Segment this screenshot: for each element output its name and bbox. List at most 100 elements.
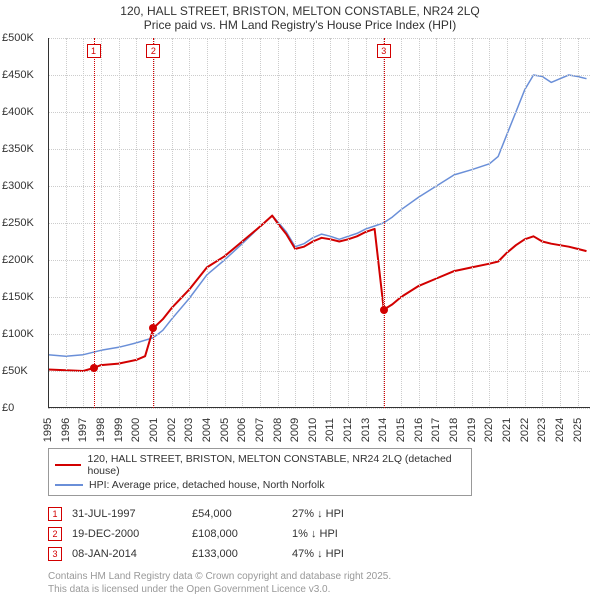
gridline-h — [48, 112, 590, 113]
gridline-v — [136, 38, 137, 408]
y-axis-label: £400K — [2, 106, 34, 118]
x-axis-label: 2002 — [166, 418, 178, 442]
transaction-row: 131-JUL-1997£54,00027% ↓ HPI — [48, 504, 600, 524]
x-axis-label: 2008 — [272, 418, 284, 442]
x-axis-label: 1996 — [60, 418, 72, 442]
x-axis-label: 2003 — [183, 418, 195, 442]
gridline-h — [48, 186, 590, 187]
gridline-h — [48, 371, 590, 372]
footer: Contains HM Land Registry data © Crown c… — [48, 570, 600, 596]
gridline-v — [207, 38, 208, 408]
gridline-v — [348, 38, 349, 408]
transaction-id-box: 3 — [48, 547, 62, 561]
x-axis-label: 2006 — [236, 418, 248, 442]
transaction-marker-line — [384, 38, 385, 408]
x-axis-label: 2000 — [130, 418, 142, 442]
x-axis-label: 2005 — [219, 418, 231, 442]
title-line2: Price paid vs. HM Land Registry's House … — [0, 18, 600, 32]
legend-label: 120, HALL STREET, BRISTON, MELTON CONSTA… — [87, 453, 465, 477]
gridline-h — [48, 75, 590, 76]
gridline-h — [48, 38, 590, 39]
chart-area: £0£50K£100K£150K£200K£250K£300K£350K£400… — [48, 38, 590, 408]
gridline-v — [436, 38, 437, 408]
gridline-v — [330, 38, 331, 408]
gridline-v — [295, 38, 296, 408]
gridline-v — [401, 38, 402, 408]
x-axis-label: 2015 — [395, 418, 407, 442]
gridline-v — [313, 38, 314, 408]
y-axis-label: £0 — [2, 402, 14, 414]
transaction-marker-dot — [380, 306, 388, 314]
transaction-delta: 27% ↓ HPI — [292, 508, 382, 520]
x-axis-label: 2018 — [448, 418, 460, 442]
x-axis-label: 2017 — [430, 418, 442, 442]
legend: 120, HALL STREET, BRISTON, MELTON CONSTA… — [48, 448, 472, 496]
x-axis-label: 2021 — [501, 418, 513, 442]
transaction-price: £54,000 — [192, 508, 282, 520]
transaction-price: £108,000 — [192, 528, 282, 540]
gridline-v — [507, 38, 508, 408]
transaction-id-box: 1 — [48, 507, 62, 521]
price-paid-line — [48, 216, 587, 371]
x-axis-label: 2014 — [377, 418, 389, 442]
titles: 120, HALL STREET, BRISTON, MELTON CONSTA… — [0, 0, 600, 32]
gridline-v — [472, 38, 473, 408]
y-axis-label: £100K — [2, 328, 34, 340]
title-line1: 120, HALL STREET, BRISTON, MELTON CONSTA… — [0, 4, 600, 18]
gridline-v — [225, 38, 226, 408]
gridline-v — [260, 38, 261, 408]
gridline-v — [366, 38, 367, 408]
legend-swatch — [55, 464, 81, 466]
x-axis-label: 2016 — [413, 418, 425, 442]
footer-line1: Contains HM Land Registry data © Crown c… — [48, 570, 600, 583]
gridline-v — [278, 38, 279, 408]
y-axis-label: £50K — [2, 365, 28, 377]
gridline-v — [172, 38, 173, 408]
legend-swatch — [55, 484, 83, 486]
gridline-v — [542, 38, 543, 408]
gridline-h — [48, 297, 590, 298]
legend-label: HPI: Average price, detached house, Nort… — [89, 479, 325, 491]
legend-item: 120, HALL STREET, BRISTON, MELTON CONSTA… — [55, 452, 465, 478]
x-axis-label: 2001 — [148, 418, 160, 442]
hpi-line — [48, 75, 587, 356]
transaction-price: £133,000 — [192, 548, 282, 560]
y-axis-label: £150K — [2, 291, 34, 303]
gridline-v — [83, 38, 84, 408]
x-axis-label: 2009 — [289, 418, 301, 442]
x-axis-label: 1999 — [113, 418, 125, 442]
x-axis-label: 2010 — [307, 418, 319, 442]
transaction-id-box: 2 — [48, 527, 62, 541]
x-axis-label: 2019 — [466, 418, 478, 442]
gridline-v — [66, 38, 67, 408]
x-axis-label: 2022 — [519, 418, 531, 442]
x-axis-label: 2020 — [483, 418, 495, 442]
transaction-date: 19-DEC-2000 — [72, 528, 182, 540]
x-axis-label: 2025 — [572, 418, 584, 442]
gridline-v — [560, 38, 561, 408]
y-axis-label: £450K — [2, 69, 34, 81]
y-axis-label: £200K — [2, 254, 34, 266]
transaction-marker-box: 2 — [146, 44, 160, 58]
transaction-date: 08-JAN-2014 — [72, 548, 182, 560]
transaction-row: 3 08-JAN-2014 £133,000 47% ↓ HPI — [48, 544, 600, 564]
gridline-h — [48, 149, 590, 150]
transactions-table: 131-JUL-1997£54,00027% ↓ HPI219-DEC-2000… — [48, 504, 600, 564]
transaction-marker-dot — [90, 364, 98, 372]
x-axis-label: 2013 — [360, 418, 372, 442]
transaction-marker-line — [94, 38, 95, 408]
x-axis-label: 2007 — [254, 418, 266, 442]
x-axis-label: 1995 — [42, 418, 54, 442]
transaction-row: 219-DEC-2000£108,0001% ↓ HPI — [48, 524, 600, 544]
transaction-delta: 47% ↓ HPI — [292, 548, 382, 560]
gridline-v — [525, 38, 526, 408]
y-axis-label: £500K — [2, 32, 34, 44]
gridline-v — [119, 38, 120, 408]
y-axis-label: £350K — [2, 143, 34, 155]
gridline-v — [489, 38, 490, 408]
x-axis-label: 1998 — [95, 418, 107, 442]
transaction-marker-box: 3 — [377, 44, 391, 58]
x-axis-label: 2004 — [201, 418, 213, 442]
gridline-v — [189, 38, 190, 408]
transaction-marker-line — [153, 38, 154, 408]
